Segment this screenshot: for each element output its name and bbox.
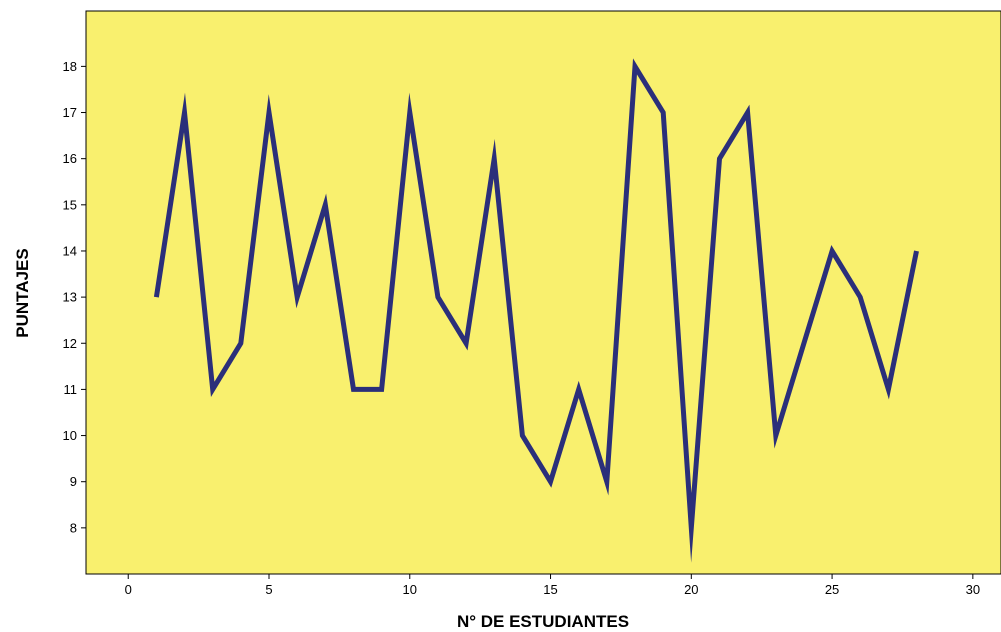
x-tick-label: 15 [543,582,557,597]
series-line [153,58,919,563]
y-tick-label: 10 [63,428,77,443]
x-tick-label: 10 [403,582,417,597]
series-layer [153,58,919,563]
y-tick-label: 14 [63,243,77,258]
y-axis-ticks: 8 9 10 11 12 13 14 15 16 17 18 [63,59,86,535]
plot-area [85,10,1001,575]
y-tick-label: 18 [63,59,77,74]
y-tick-label: 8 [70,520,77,535]
x-tick-label: 30 [966,582,980,597]
x-tick-label: 20 [684,582,698,597]
y-tick-label: 17 [63,105,77,120]
y-tick-label: 9 [70,474,77,489]
x-axis-ticks: 0 5 10 15 20 25 30 [125,574,980,597]
y-tick-label: 16 [63,151,77,166]
y-tick-label: 12 [63,336,77,351]
x-tick-label: 0 [125,582,132,597]
y-tick-label: 13 [63,290,77,305]
x-tick-label: 25 [825,582,839,597]
y-tick-label: 11 [64,382,78,397]
y-axis-title: PUNTAJES [13,248,32,337]
x-tick-label: 5 [265,582,272,597]
y-tick-label: 15 [63,197,77,212]
x-axis-title: N° DE ESTUDIANTES [457,612,629,631]
